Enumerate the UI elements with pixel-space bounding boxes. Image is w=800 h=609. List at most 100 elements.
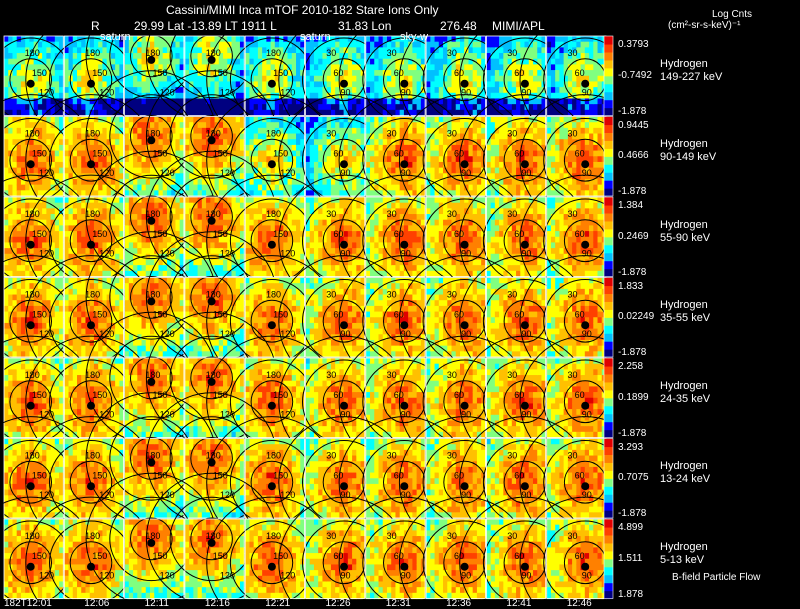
- contour-label: 60: [575, 470, 585, 480]
- contour-label: 180: [206, 450, 221, 460]
- contour-label: 180: [85, 531, 100, 541]
- contour-label: 60: [514, 390, 524, 400]
- image-panel: 30 60 90: [278, 13, 410, 146]
- contour-label: 30: [387, 531, 397, 541]
- contour-label: 120: [160, 88, 175, 98]
- contour-label: 30: [387, 48, 397, 58]
- time-tick-label: 12:46: [567, 598, 592, 609]
- contour-label: 150: [213, 148, 228, 158]
- contour-label: 120: [99, 571, 114, 581]
- contour-label: 90: [341, 249, 351, 259]
- contour-label: 120: [280, 249, 295, 259]
- contour-label: 60: [575, 309, 585, 319]
- image-panel: 180 150 120: [0, 13, 97, 146]
- colorbar-max: 2.258: [618, 361, 644, 372]
- contour-label: 60: [394, 551, 404, 561]
- contour-label: 180: [25, 289, 40, 299]
- contour-label: 60: [333, 68, 343, 78]
- channel-energy: 55-90 keV: [660, 231, 711, 244]
- contour-label: 180: [266, 209, 281, 219]
- image-panel: 180 150 120: [145, 311, 278, 444]
- colorbar-min: -1.878: [618, 427, 647, 439]
- contour-label: 30: [387, 370, 397, 380]
- contour-label: 120: [39, 571, 54, 581]
- contour-label: 150: [32, 229, 47, 239]
- image-panel: 30 60 90: [278, 94, 410, 227]
- contour-label: 120: [39, 490, 54, 500]
- image-panel: 30 60 90: [338, 335, 470, 468]
- contour-label: 150: [92, 390, 107, 400]
- colorbars: [603, 35, 614, 600]
- contour-label: 60: [575, 68, 585, 78]
- contour-label: 90: [582, 168, 592, 178]
- channel-species: Hydrogen: [660, 299, 708, 312]
- contour-label: 180: [206, 531, 221, 541]
- time-tick-label: 12:06: [84, 598, 109, 609]
- units-line2: (cm²-sr-s-keV)⁻¹: [668, 20, 741, 31]
- contour-label: 150: [213, 68, 228, 78]
- image-panel: 180 150 120: [145, 392, 278, 525]
- channel-species: Hydrogen: [660, 218, 708, 231]
- image-panel: 30 60 90: [398, 496, 531, 609]
- image-panel: 30 60 90: [398, 174, 531, 307]
- channel-species: Hydrogen: [660, 460, 708, 473]
- contour-label: 180: [25, 450, 40, 460]
- contour-label: 60: [394, 390, 404, 400]
- contour-label: 30: [326, 289, 336, 299]
- contour-label: 180: [266, 289, 281, 299]
- contour-label: 90: [521, 410, 531, 420]
- colorbar-min: -1.878: [618, 186, 647, 197]
- contour-label: 120: [160, 571, 175, 581]
- time-tick-label: 12:11: [145, 598, 170, 609]
- colorbar-mid: 0.7075: [618, 472, 649, 484]
- contour-label: 180: [145, 48, 160, 58]
- contour-label: 30: [447, 450, 457, 460]
- contour-label: 60: [394, 470, 404, 480]
- contour-label: 150: [32, 68, 47, 78]
- contour-label: 150: [32, 390, 47, 400]
- contour-label: 150: [32, 309, 47, 319]
- contour-label: 30: [326, 370, 336, 380]
- contour-label: 90: [461, 249, 471, 259]
- contour-label: 150: [32, 551, 47, 561]
- colorbar-max: 3.293: [618, 441, 644, 453]
- image-panel: 30 60 90: [398, 335, 531, 468]
- colorbar-min: 1.878: [618, 588, 644, 600]
- contour-label: 60: [333, 309, 343, 319]
- contour-label: 150: [92, 309, 107, 319]
- image-panel: 180 150 120: [145, 150, 278, 283]
- colorbar-min: -1.878: [618, 105, 647, 117]
- image-panel: 30 60 90: [519, 496, 651, 609]
- contour-label: 150: [92, 68, 107, 78]
- contour-label: 30: [447, 531, 457, 541]
- contour-label: 150: [153, 551, 168, 561]
- image-panel: 30 60 90: [519, 174, 651, 307]
- contour-label: 180: [206, 128, 221, 138]
- image-panel: 180 150 120: [25, 416, 157, 549]
- image-panel: 180 150 120: [0, 94, 97, 227]
- contour-label: 60: [394, 68, 404, 78]
- contour-label: 30: [387, 209, 397, 219]
- contour-label: 90: [341, 490, 351, 500]
- lon-value: 276.48: [440, 19, 477, 33]
- colorbar: [603, 518, 614, 600]
- contour-label: 30: [568, 289, 578, 299]
- contour-label: 30: [447, 48, 457, 58]
- contour-label: 90: [582, 249, 592, 259]
- contour-label: 60: [514, 470, 524, 480]
- image-panel: 30 60 90: [398, 416, 531, 549]
- contour-label: 120: [39, 88, 54, 98]
- contour-label: 60: [575, 148, 585, 158]
- contour-label: 60: [454, 229, 464, 239]
- contour-label: 30: [507, 128, 517, 138]
- contour-label: 90: [401, 168, 411, 178]
- contour-label: 90: [521, 329, 531, 339]
- contour-label: 90: [521, 571, 531, 581]
- contour-label: 120: [99, 168, 114, 178]
- contour-label: 120: [220, 168, 235, 178]
- contour-label: 30: [568, 128, 578, 138]
- contour-label: 120: [160, 329, 175, 339]
- contour-label: 90: [401, 490, 411, 500]
- channel-species: Hydrogen: [660, 57, 708, 70]
- units-line1: Log Cnts: [712, 9, 753, 20]
